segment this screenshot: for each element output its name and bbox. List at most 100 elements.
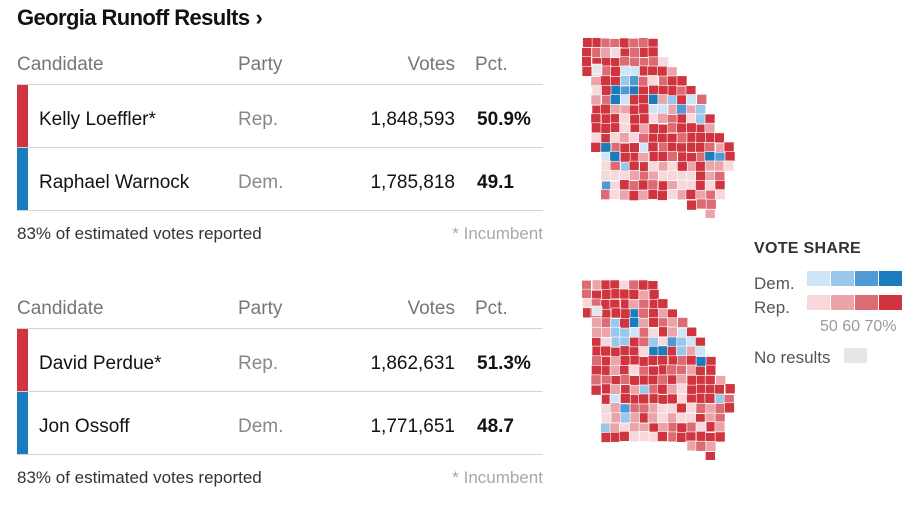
county-shape[interactable]	[620, 393, 631, 404]
county-shape[interactable]	[667, 122, 678, 134]
county-shape[interactable]	[695, 142, 706, 153]
county-shape-no-results[interactable]	[591, 305, 603, 317]
county-shape[interactable]	[667, 189, 678, 200]
county-shape[interactable]	[609, 280, 621, 291]
county-shape[interactable]	[647, 65, 659, 77]
county-shape[interactable]	[629, 56, 641, 68]
county-shape[interactable]	[686, 336, 697, 347]
county-shape[interactable]	[628, 160, 640, 172]
county-shape[interactable]	[696, 383, 707, 395]
county-shape[interactable]	[686, 355, 697, 366]
county-shape[interactable]	[609, 364, 621, 376]
county-shape[interactable]	[582, 288, 592, 300]
county-shape[interactable]	[723, 141, 735, 153]
county-shape[interactable]	[628, 280, 640, 291]
county-shape[interactable]	[600, 123, 612, 134]
county-shape[interactable]	[629, 412, 641, 423]
county-shape[interactable]	[638, 280, 649, 291]
county-shape[interactable]	[619, 152, 631, 163]
county-shape[interactable]	[686, 440, 698, 452]
county-shape[interactable]	[638, 327, 650, 338]
county-shape[interactable]	[686, 345, 697, 357]
county-shape[interactable]	[714, 403, 726, 414]
county-shape[interactable]	[647, 374, 659, 386]
county-shape[interactable]	[657, 112, 668, 124]
county-shape[interactable]	[639, 113, 650, 125]
county-shape[interactable]	[666, 95, 678, 107]
county-shape[interactable]	[638, 38, 650, 48]
county-shape[interactable]	[686, 132, 698, 143]
county-shape[interactable]	[695, 440, 707, 452]
county-shape[interactable]	[695, 180, 706, 191]
county-shape[interactable]	[600, 432, 612, 443]
county-shape[interactable]	[695, 113, 706, 125]
county-shape[interactable]	[695, 161, 706, 172]
county-shape[interactable]	[591, 355, 603, 367]
county-shape[interactable]	[638, 94, 649, 105]
county-shape[interactable]	[677, 393, 688, 405]
county-shape[interactable]	[610, 346, 622, 358]
county-shape[interactable]	[714, 171, 726, 182]
county-shape[interactable]	[647, 412, 659, 424]
county-shape[interactable]	[610, 66, 622, 77]
county-shape[interactable]	[656, 190, 668, 201]
county-shape[interactable]	[628, 299, 640, 310]
county-shape[interactable]	[724, 151, 736, 162]
county-shape[interactable]	[667, 412, 678, 424]
county-shape[interactable]	[686, 384, 698, 396]
county-shape[interactable]	[638, 365, 650, 377]
county-shape[interactable]	[677, 317, 689, 328]
county-shape[interactable]	[629, 142, 640, 154]
county-shape[interactable]	[723, 160, 735, 172]
county-shape[interactable]	[582, 56, 592, 67]
county-shape[interactable]	[628, 180, 640, 191]
county-shape[interactable]	[648, 84, 659, 96]
county-shape[interactable]	[666, 403, 678, 415]
county-shape[interactable]	[647, 75, 659, 86]
county-shape[interactable]	[619, 113, 630, 125]
county-shape[interactable]	[609, 160, 621, 172]
county-shape[interactable]	[714, 393, 726, 405]
county-shape[interactable]	[704, 122, 716, 134]
county-shape[interactable]	[619, 132, 630, 143]
county-shape[interactable]	[638, 179, 649, 191]
county-shape[interactable]	[685, 94, 697, 105]
county-shape[interactable]	[647, 141, 659, 153]
county-shape[interactable]	[619, 345, 631, 357]
county-shape[interactable]	[666, 336, 678, 348]
county-shape[interactable]	[629, 47, 640, 58]
county-shape[interactable]	[609, 94, 621, 105]
county-shape[interactable]	[658, 56, 669, 68]
county-shape[interactable]	[629, 94, 640, 106]
county-shape[interactable]	[600, 422, 611, 434]
county-shape[interactable]	[591, 280, 603, 291]
county-shape[interactable]	[610, 84, 622, 96]
county-shape[interactable]	[676, 383, 688, 395]
county-shape[interactable]	[676, 422, 688, 434]
county-shape[interactable]	[714, 431, 726, 443]
county-shape[interactable]	[695, 170, 707, 182]
county-shape[interactable]	[590, 113, 602, 125]
county-shape[interactable]	[610, 326, 621, 338]
county-shape[interactable]	[667, 326, 678, 338]
county-shape[interactable]	[619, 288, 631, 300]
county-shape[interactable]	[628, 364, 640, 376]
county-shape[interactable]	[704, 393, 716, 404]
county-shape[interactable]	[695, 345, 706, 357]
county-shape[interactable]	[639, 123, 650, 135]
county-shape[interactable]	[657, 345, 669, 357]
county-shape[interactable]	[610, 288, 622, 300]
county-shape[interactable]	[628, 38, 640, 49]
county-shape[interactable]	[658, 161, 669, 172]
county-shape[interactable]	[628, 132, 640, 143]
county-shape[interactable]	[658, 85, 669, 96]
county-shape[interactable]	[620, 412, 631, 424]
county-shape[interactable]	[600, 75, 611, 87]
county-shape[interactable]	[629, 422, 640, 433]
county-shape[interactable]	[666, 346, 678, 357]
county-shape[interactable]	[676, 122, 688, 134]
county-shape[interactable]	[648, 346, 660, 357]
county-shape[interactable]	[582, 280, 592, 291]
county-shape[interactable]	[657, 103, 669, 115]
county-shape[interactable]	[638, 393, 649, 405]
